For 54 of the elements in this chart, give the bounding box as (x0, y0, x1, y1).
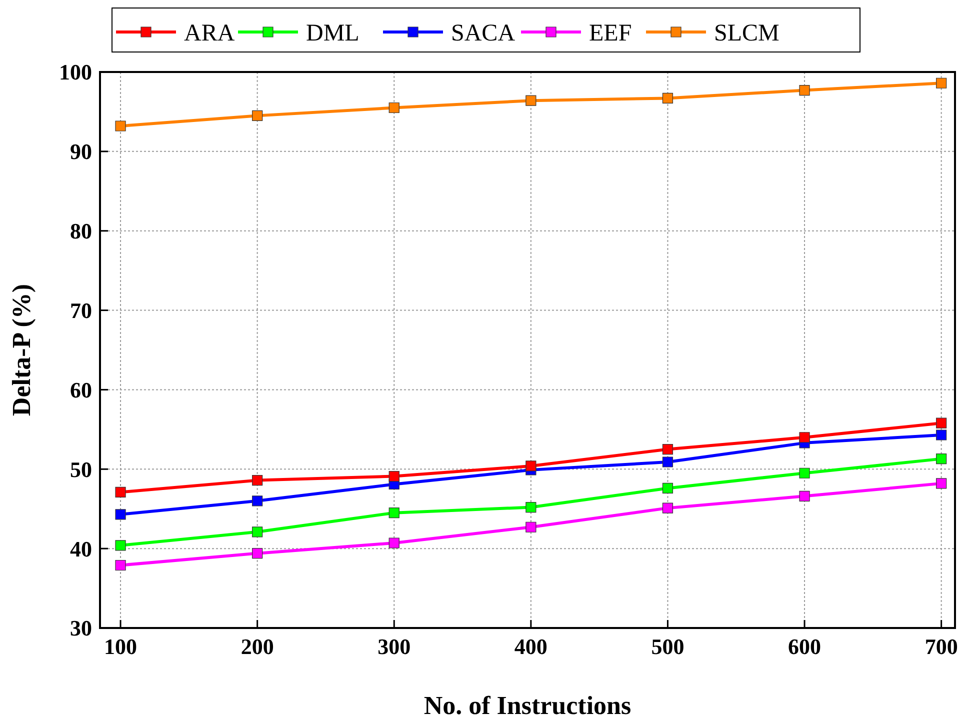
x-tick-label: 400 (514, 634, 548, 659)
point (252, 548, 263, 559)
point (662, 456, 674, 468)
point (115, 540, 126, 551)
point (252, 110, 263, 121)
point (115, 120, 126, 132)
x-tick-label: 100 (104, 634, 138, 659)
y-tick-label: 80 (70, 218, 92, 244)
y-tick-label: 30 (70, 616, 92, 641)
point (526, 502, 536, 513)
point (936, 78, 947, 88)
point (388, 538, 400, 548)
point (252, 526, 263, 538)
point (799, 432, 810, 443)
point (799, 468, 810, 478)
x-tick-label: 600 (788, 634, 822, 659)
point (526, 95, 536, 106)
point (662, 92, 674, 104)
point (388, 470, 400, 482)
point (662, 502, 674, 514)
point (936, 430, 947, 440)
point (252, 496, 263, 506)
point (526, 522, 536, 532)
y-tick-label: 90 (70, 139, 92, 164)
legend-label: ARA (184, 20, 236, 46)
legend-label: EEF (589, 20, 632, 46)
point (115, 560, 126, 571)
legend-label: SACA (451, 20, 516, 46)
y-tick-label: 100 (59, 60, 92, 85)
point (799, 490, 810, 502)
point (799, 84, 810, 96)
point (115, 486, 126, 498)
y-tick-label: 50 (70, 456, 92, 482)
legend-label: DML (306, 20, 360, 46)
x-tick-label: 300 (378, 634, 411, 659)
point (115, 509, 126, 520)
y-tick-label: 60 (70, 377, 92, 402)
x-tick-label: 200 (240, 634, 274, 659)
point (662, 444, 674, 455)
point (662, 482, 674, 494)
x-tick-label: 700 (924, 634, 958, 659)
point (936, 454, 947, 464)
y-axis-title: Delta-P (%) (7, 284, 36, 416)
point (526, 460, 536, 472)
point (388, 508, 400, 518)
y-tick-label: 40 (70, 536, 92, 562)
point (252, 474, 263, 486)
point (936, 418, 947, 428)
y-tick-label: 70 (70, 298, 92, 323)
x-axis-title: No. of Instructions (424, 691, 632, 720)
x-tick-label: 500 (651, 634, 684, 659)
point (936, 478, 947, 489)
legend-label: SLCM (714, 20, 780, 46)
point (388, 102, 400, 114)
